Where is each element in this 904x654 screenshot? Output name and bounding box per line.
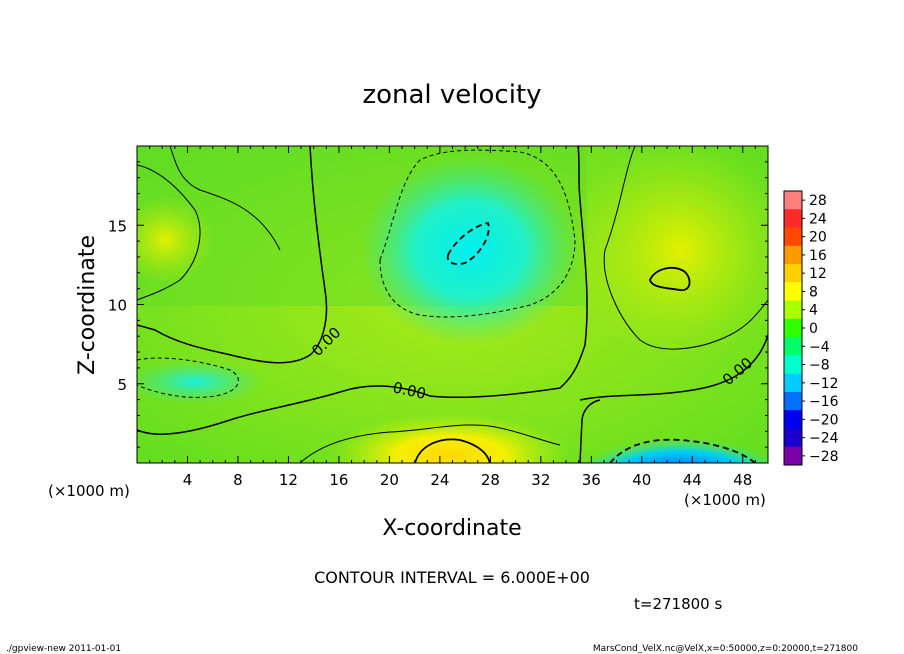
y-tick-label: 5 <box>117 376 127 394</box>
colorbar-cell <box>784 410 802 429</box>
colorbar-label: −8 <box>809 358 830 374</box>
colorbar-label: 24 <box>809 211 827 227</box>
colorbar-label: −16 <box>809 394 839 410</box>
x-tick-label: 40 <box>632 471 651 489</box>
colorbar-label: 8 <box>809 284 818 300</box>
x-tick-label: 16 <box>329 471 348 489</box>
x-axis-label: X-coordinate <box>382 516 521 541</box>
x-tick-label: 48 <box>733 471 752 489</box>
pos-contour-bottom <box>299 424 561 463</box>
y-tick-label: 15 <box>108 217 127 235</box>
colorbar-cell <box>784 209 802 229</box>
x-tick-label: 8 <box>233 471 243 489</box>
colorbar-cell <box>784 373 802 393</box>
x-tick-label: 24 <box>430 471 449 489</box>
x-tick-label: 12 <box>279 471 298 489</box>
neg-contour-upper <box>379 149 576 318</box>
colorbar-label: −4 <box>809 339 830 355</box>
footer-right: MarsCond_VelX.nc@VelX,x=0:50000,z=0:2000… <box>593 644 858 654</box>
zero-contour-right <box>579 334 768 401</box>
x-tick-label: 36 <box>582 471 601 489</box>
colorbar-cell <box>784 191 802 210</box>
colorbar-label: −28 <box>809 449 839 465</box>
colorbar-label: −24 <box>809 431 839 447</box>
contour-lines <box>137 146 768 463</box>
colorbar-label: 0 <box>809 321 818 337</box>
y-axis-label: Z-coordinate <box>75 235 100 375</box>
field-cyan-upper <box>360 155 580 345</box>
zero-contour-middle <box>137 146 588 435</box>
colorbar-label: 12 <box>809 266 827 282</box>
field-yellow-bottom <box>330 413 570 463</box>
x-tick-label: 4 <box>183 471 193 489</box>
field-right-yellow <box>570 146 768 360</box>
colorbar-cell <box>784 428 802 448</box>
z-unit-note: (×1000 m) <box>684 491 766 509</box>
y-axis: 5 10 15 <box>108 161 768 448</box>
colorbar-cell <box>784 245 802 265</box>
footer-left: ./gpview-new 2011-01-01 <box>6 644 121 654</box>
chart-title: zonal velocity <box>362 80 541 110</box>
zero-contour-bottom <box>579 399 601 463</box>
colorbar: 28 24 20 16 12 8 4 0 −4 −8 −12 −16 −20 −24 −28 <box>783 190 839 466</box>
colorbar-cell <box>784 318 802 338</box>
neg-contour-left <box>137 357 239 398</box>
colorbar-label: 20 <box>809 230 827 246</box>
field-cyan-left <box>137 360 265 404</box>
colorbar-label: 28 <box>809 193 827 209</box>
colorbar-cell <box>784 300 802 320</box>
neg-core-upper <box>446 221 490 266</box>
x-tick-label: 44 <box>683 471 702 489</box>
pos-core-right <box>649 266 691 292</box>
colorbar-cell <box>784 337 802 356</box>
x-axis: 4 8 12 16 20 24 28 32 36 40 44 48 <box>149 146 756 489</box>
field-left-yellow <box>137 195 215 285</box>
time-text: t=271800 s <box>634 595 722 613</box>
colorbar-cell <box>784 446 802 466</box>
plot-area: 0.00 0.00 0.00 <box>137 146 768 463</box>
x-tick-label: 32 <box>531 471 550 489</box>
colorbar-cell <box>784 282 802 302</box>
colorbar-label: −12 <box>809 376 839 392</box>
colorbar-label: 16 <box>809 248 827 264</box>
colorbar-cell <box>784 355 802 375</box>
colorbar-label: 4 <box>809 303 818 319</box>
x-unit-note: (×1000 m) <box>48 482 130 500</box>
y-tick-label: 10 <box>108 297 127 315</box>
colorbar-cell <box>784 264 802 283</box>
colorbar-cell <box>784 391 802 411</box>
pos-contour-top-left <box>169 146 281 251</box>
pos-contour-right <box>603 146 768 350</box>
zero-contour-left <box>137 146 328 364</box>
x-tick-label: 28 <box>481 471 500 489</box>
pos-core-bottom <box>414 438 491 463</box>
colorbar-label: −20 <box>809 412 839 428</box>
x-tick-label: 20 <box>380 471 399 489</box>
neg-contour-bottom <box>609 438 756 463</box>
contour-interval-text: CONTOUR INTERVAL = 6.000E+00 <box>314 568 590 587</box>
field-blue-bottom <box>570 420 768 463</box>
pos-contour-left <box>137 164 201 301</box>
colorbar-cell <box>784 227 802 247</box>
